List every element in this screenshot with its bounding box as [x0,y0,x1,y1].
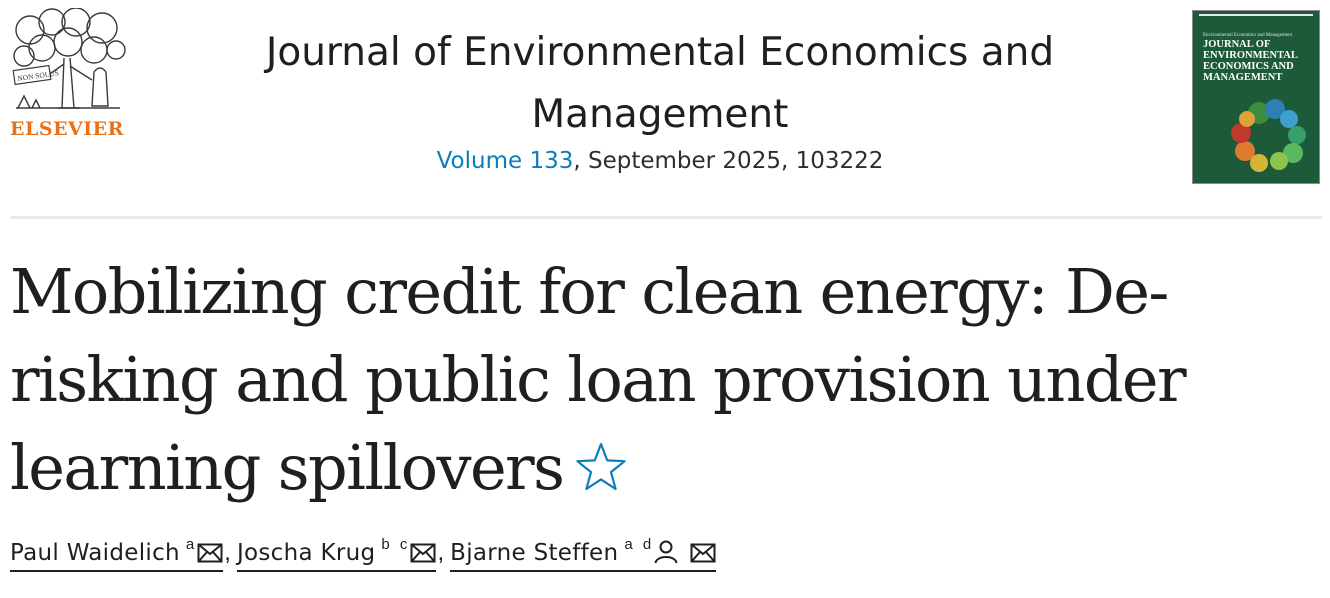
issue-details: , September 2025, 103222 [573,148,884,174]
author-separator: , [224,539,231,566]
header-divider [10,216,1322,219]
author-paul-waidelich[interactable]: Paul Waidelich a [10,536,224,572]
author-name: Paul Waidelich [10,540,180,566]
author-name: Bjarne Steffen [450,540,619,566]
recycle-graphic-icon [1231,99,1306,172]
author-separator: , [437,539,445,566]
cover-top-bar [1199,14,1313,16]
author-joscha-krug[interactable]: Joscha Krug b c [236,536,437,572]
person-icon[interactable] [654,540,678,564]
article-title: Mobilizing credit for clean energy: De-r… [10,248,1310,512]
mail-icon[interactable] [197,543,223,563]
cover-title-block: Environmental Economics and Management J… [1203,33,1315,83]
author-name: Joscha Krug [236,540,376,566]
journal-block: Journal of Environmental Economics and M… [230,22,1090,174]
author-affiliations: a d [624,536,655,553]
star-outline-icon[interactable] [575,441,627,493]
mail-icon[interactable] [410,543,436,563]
author-list: Paul Waidelich a, Joscha Krug b c, Bjarne St… [10,536,717,584]
mail-icon[interactable] [690,543,716,563]
cover-title: JOURNAL OF ENVIRONMENTAL ECONOMICS AND M… [1203,39,1298,83]
author-affiliations: a [185,536,198,553]
publisher-logo[interactable]: NON SOLUS [8,7,128,142]
elsevier-tree-icon: NON SOLUS [12,7,126,109]
author-affiliations: b c [381,536,411,553]
cover-small-text: Environmental Economics and Management [1203,33,1293,38]
publisher-name: ELSEVIER [10,118,124,140]
volume-link[interactable]: Volume 133 [436,148,574,174]
journal-cover[interactable]: Environmental Economics and Management J… [1192,10,1320,184]
issue-line: Volume 133, September 2025, 103222 [230,148,1090,174]
article-header: NON SOLUS ELSEVIER Journal of Environmen… [0,0,1330,220]
author-bjarne-steffen[interactable]: Bjarne Steffen a d [450,536,717,572]
journal-title-link[interactable]: Journal of Environmental Economics and M… [265,30,1055,137]
article-title-text: Mobilizing credit for clean energy: De-r… [10,255,1187,504]
